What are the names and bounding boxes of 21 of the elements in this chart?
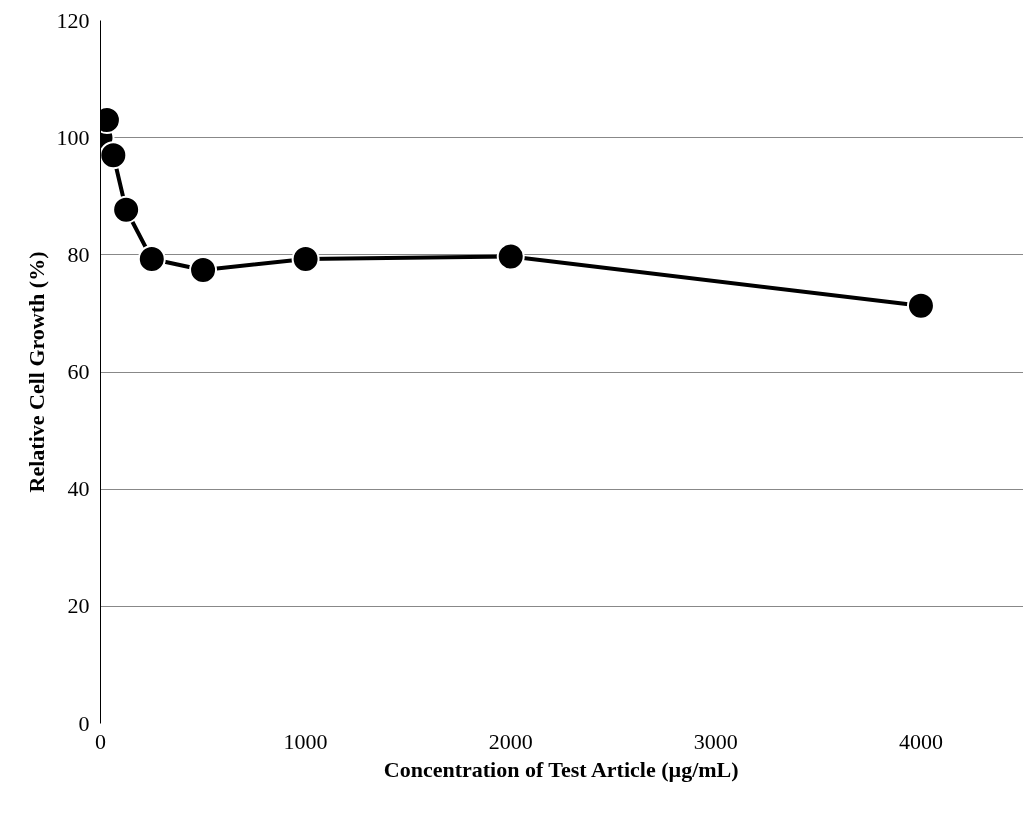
y-tick-label: 100 [56, 124, 90, 150]
point [100, 141, 128, 170]
x-tick-label: 1000 [283, 728, 328, 754]
point [496, 242, 525, 271]
y-tick-label: 40 [67, 476, 90, 502]
y-tick-label: 80 [67, 241, 90, 267]
point [189, 256, 218, 285]
y-axis-title: Relative Cell Growth (%) [23, 251, 49, 493]
y-tick-label: 20 [67, 593, 90, 619]
y-tick-label: 60 [67, 359, 90, 384]
x-tick-label: 2000 [488, 728, 533, 754]
point [112, 195, 141, 224]
point [291, 244, 320, 273]
y-tick-label: 0 [78, 710, 90, 736]
point [906, 291, 935, 320]
x-tick-label: 3000 [693, 728, 738, 754]
point [137, 244, 166, 273]
x-tick-label: 4000 [898, 728, 943, 754]
x-axis-title: Concentration of Test Article (µg/mL) [383, 756, 739, 782]
y-tick-label: 120 [56, 7, 90, 33]
x-tick-label: 0 [95, 728, 106, 754]
